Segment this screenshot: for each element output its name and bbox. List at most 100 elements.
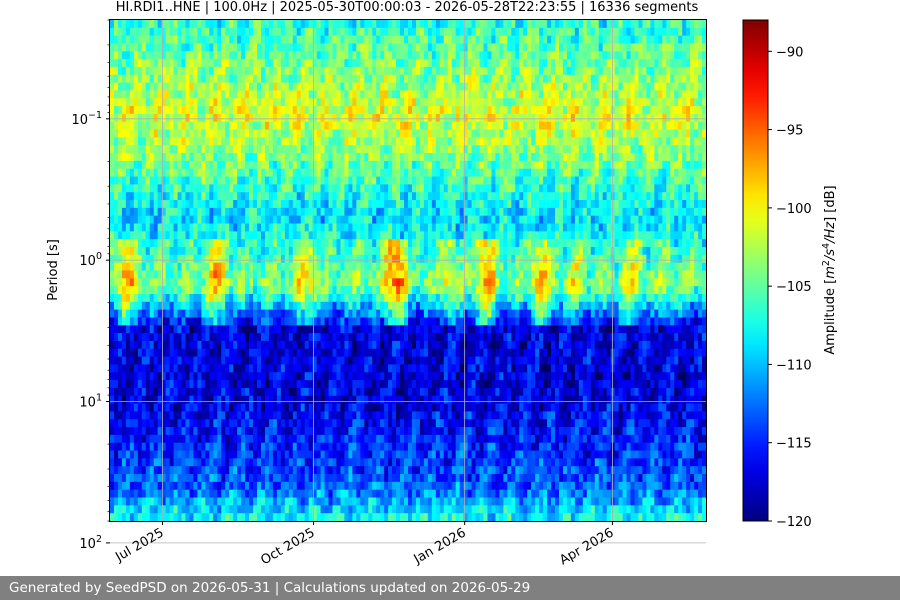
heatmap-cell (292, 270, 298, 279)
heatmap-cell (288, 90, 294, 99)
heatmap-cell (113, 231, 119, 240)
heatmap-cell (264, 207, 270, 217)
heatmap-cell (145, 168, 151, 178)
heatmap-cell (566, 270, 572, 279)
heatmap-cell (272, 51, 278, 60)
heatmap-cell (694, 137, 699, 146)
heatmap-cell (690, 82, 695, 92)
heatmap-cell (650, 215, 655, 225)
heatmap-cell (328, 74, 334, 84)
heatmap-cell (598, 168, 604, 178)
heatmap-cell (356, 153, 361, 162)
heatmap-cell (642, 35, 647, 45)
heatmap-cell (606, 231, 612, 240)
heatmap-cell (678, 90, 683, 99)
heatmap-cell (396, 168, 401, 178)
heatmap-cell (606, 262, 612, 272)
heatmap-cell (618, 184, 624, 193)
heatmap-cell (392, 231, 397, 240)
heatmap-cell (471, 35, 477, 45)
heatmap-cell (292, 137, 298, 146)
heatmap-cell (686, 176, 691, 185)
heatmap-cell (547, 59, 552, 68)
heatmap-cell (626, 247, 632, 256)
heatmap-cell (515, 106, 520, 115)
heatmap-cell (686, 121, 691, 131)
heatmap-cell (272, 137, 278, 146)
heatmap-cell (284, 223, 290, 232)
heatmap-cell (404, 121, 409, 131)
heatmap-cell (268, 59, 274, 68)
heatmap-cell (260, 74, 266, 84)
heatmap-cell (662, 200, 667, 209)
heatmap-cell (594, 168, 600, 178)
heatmap-cell (479, 137, 485, 146)
heatmap-cell (197, 176, 202, 185)
heatmap-cell (189, 20, 195, 29)
heatmap-cell (574, 20, 580, 29)
heatmap-cell (404, 153, 409, 162)
heatmap-cell (527, 254, 532, 264)
heatmap-cell (630, 239, 636, 248)
heatmap-cell (503, 231, 508, 240)
heatmap-cell (296, 106, 302, 115)
heatmap-cell (217, 160, 222, 170)
heatmap-cell (618, 51, 624, 60)
heatmap-cell (698, 239, 703, 248)
heatmap-cell (630, 20, 636, 29)
heatmap-cell (201, 176, 206, 185)
heatmap-cell (686, 184, 691, 193)
heatmap-cell (324, 59, 330, 68)
heatmap-cell (423, 247, 429, 256)
heatmap-cell (495, 153, 500, 162)
heatmap-cell (519, 90, 524, 99)
heatmap-cell (427, 270, 433, 279)
heatmap-cell (694, 20, 699, 29)
heatmap-cell (634, 137, 640, 146)
heatmap-cell (650, 20, 655, 29)
heatmap-cell (451, 254, 457, 264)
heatmap-cell (292, 98, 298, 107)
heatmap-cell (304, 231, 310, 240)
heatmap-cell (384, 215, 389, 225)
heatmap-cell (622, 82, 628, 92)
heatmap-cell (368, 82, 373, 92)
heatmap-cell (483, 176, 489, 185)
heatmap-cell (423, 35, 429, 45)
heatmap-cell (443, 82, 449, 92)
heatmap-cell (288, 278, 294, 287)
heatmap-cell (658, 82, 663, 92)
heatmap-cell (328, 168, 334, 178)
heatmap-cell (169, 90, 175, 99)
heatmap-cell (610, 137, 616, 146)
heatmap-cell (690, 153, 695, 162)
heatmap-cell (253, 160, 258, 170)
heatmap-cell (467, 168, 473, 178)
heatmap-cell (408, 215, 413, 225)
heatmap-cell (165, 145, 171, 154)
heatmap-cell (149, 145, 155, 154)
heatmap-cell (523, 27, 528, 37)
heatmap-cell (582, 223, 588, 232)
heatmap-cell (268, 90, 274, 99)
heatmap-cell (229, 98, 234, 107)
heatmap-cell (483, 51, 489, 60)
heatmap-cell (499, 66, 504, 76)
heatmap-cell (574, 184, 580, 193)
heatmap-cell (177, 98, 183, 107)
heatmap-cell (690, 200, 695, 209)
heatmap-cell (372, 129, 377, 139)
heatmap-cell (594, 239, 600, 248)
heatmap-cell (431, 137, 437, 146)
heatmap-cell (495, 59, 500, 68)
heatmap-cell (654, 160, 659, 170)
heatmap-cell (209, 262, 214, 272)
heatmap-cell (427, 192, 433, 201)
heatmap-cell (447, 35, 453, 45)
heatmap-cell (499, 262, 504, 272)
heatmap-cell (352, 51, 357, 60)
heatmap-cell (205, 160, 210, 170)
heatmap-cell (415, 168, 421, 178)
heatmap-cell (690, 137, 695, 146)
heatmap-cell (213, 129, 218, 139)
